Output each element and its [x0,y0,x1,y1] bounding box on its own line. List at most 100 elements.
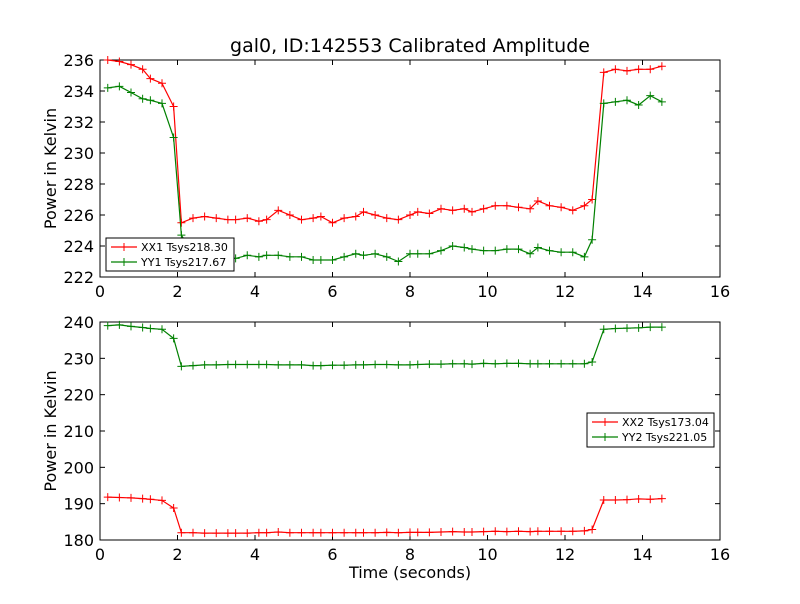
data-point [394,360,403,369]
data-point [254,217,263,226]
data-point [146,495,155,504]
legend-entry-label: YY1 Tsys217.67 [140,256,226,269]
data-point [285,528,294,537]
data-point [328,361,337,370]
data-point [479,204,488,213]
y-tick-label: 230 [63,349,94,368]
data-point [580,359,589,368]
data-point [285,252,294,261]
x-tick-label: 8 [405,282,415,301]
data-point [599,99,608,108]
data-point [243,214,252,223]
data-point [394,257,403,266]
data-point [468,528,476,537]
data-point [557,248,566,257]
data-point [437,528,445,537]
data-point [359,360,368,369]
data-point [646,91,655,100]
data-point [371,528,380,537]
data-point [146,324,155,333]
data-point [611,324,620,333]
data-point [371,360,380,369]
data-point [599,325,608,334]
data-point [448,359,457,368]
data-point [533,243,542,252]
data-point [514,203,523,212]
data-point [413,207,422,216]
data-point [557,203,566,212]
y-axis-label: Power in Kelvin [41,370,60,491]
data-point [526,359,535,368]
data-point [177,528,186,537]
x-tick-label: 4 [250,282,260,301]
legend-entry-label: XX2 Tsys173.04 [622,416,709,429]
y-tick-label: 210 [63,422,94,441]
data-point [588,195,597,204]
legend-2: XX2 Tsys173.04 YY2 Tsys221.05 [586,412,715,448]
series-line [107,59,663,224]
data-point [223,360,232,369]
data-point [309,528,318,537]
data-point [448,242,457,250]
data-point [502,245,511,254]
data-point [189,361,197,370]
data-point [437,204,445,213]
y-tick-label: 224 [63,237,94,256]
y-tick-label: 180 [63,531,94,550]
data-point [309,361,318,370]
y-tick-label: 230 [63,144,94,163]
data-point [169,334,178,343]
data-point [169,133,178,142]
legend-marker [120,258,128,266]
data-point [297,215,306,224]
data-point [425,209,434,218]
data-point [297,528,306,537]
data-point [545,246,554,255]
chart-panel-1: 0 2 4 6 8 10 12 14 16 222 224 226 228 230 232 234 236 Pow… [41,51,730,301]
data-point [406,211,414,219]
data-point [657,323,666,332]
data-point [177,362,186,371]
legend-1: XX1 Tsys218.30 YY1 Tsys217.67 [105,237,235,272]
series-xx2 [103,493,666,538]
data-point [413,249,422,258]
data-point [200,212,209,221]
data-point [146,74,155,83]
data-point [468,245,476,254]
data-point [231,215,240,224]
data-point [169,102,178,111]
data-point [580,252,589,261]
data-point [243,529,252,538]
data-point [425,528,434,537]
data-point [533,359,542,368]
data-point [491,527,500,536]
series-line [107,496,662,534]
legend-entry-label: XX1 Tsys218.30 [141,241,228,254]
data-point [382,252,391,261]
x-tick-label: 12 [555,282,575,301]
data-point [177,218,186,227]
data-point [138,323,147,332]
data-point [611,97,620,106]
data-point [502,359,511,368]
x-tick-label: 12 [555,545,575,564]
data-point [623,96,631,105]
data-point [274,528,283,537]
data-point [526,249,535,258]
data-point [351,360,360,369]
data-point [328,255,337,264]
data-point [588,357,597,366]
x-tick-label: 2 [172,545,182,564]
x-axis-label: Time (seconds) [348,563,471,582]
data-point [514,245,523,254]
data-point [200,360,209,369]
y-tick-label: 228 [63,175,94,194]
data-point [460,204,469,213]
y-tick-label: 200 [63,458,94,477]
data-point [146,96,155,105]
series-line [107,324,662,367]
x-tick-label: 0 [95,545,105,564]
data-point [657,62,666,71]
data-point [545,201,554,210]
data-point [437,360,445,369]
